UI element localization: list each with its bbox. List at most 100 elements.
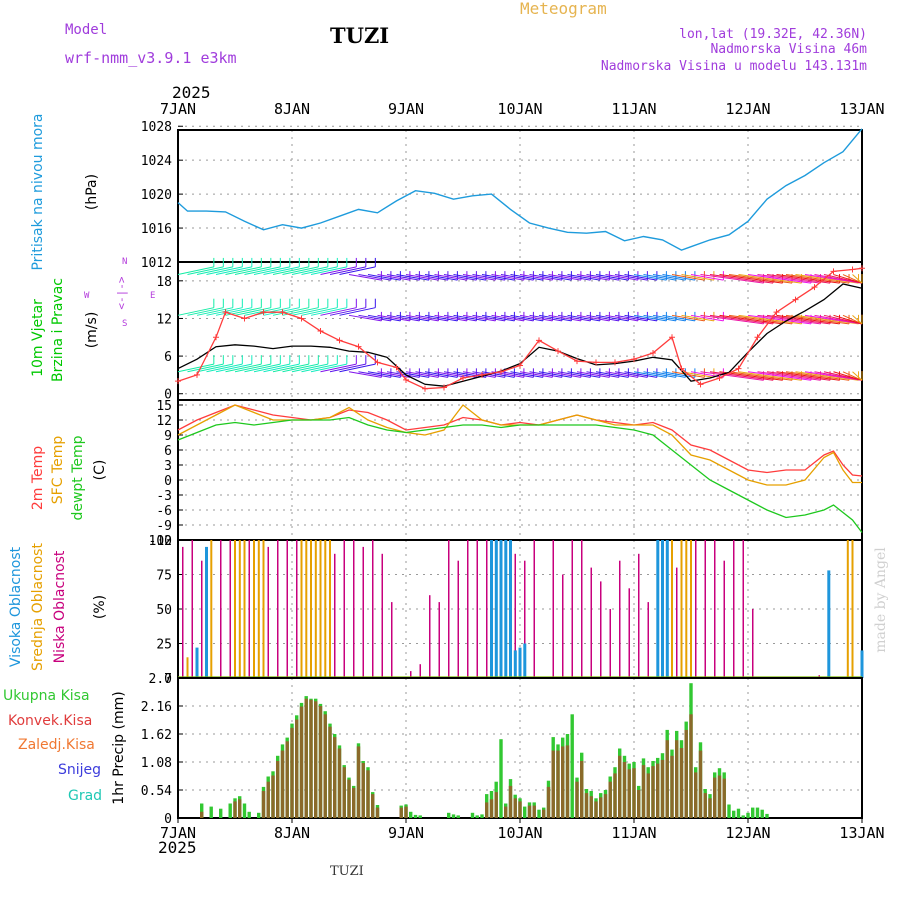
wind-barb: [529, 274, 562, 281]
wind-barb: [206, 363, 243, 373]
wind-barb: [586, 371, 619, 378]
wind-barb: [852, 371, 863, 381]
cloud-bar: [600, 581, 602, 678]
cloud-bar: [248, 540, 250, 678]
cloud-bar: [372, 540, 374, 678]
cloud-bar: [210, 540, 213, 678]
cloud-bar: [353, 540, 355, 678]
precip-bar: [698, 750, 703, 818]
year-label-top: 2025: [172, 83, 211, 102]
temperature-ytick-label: 6: [164, 444, 172, 459]
model-label: Model: [65, 22, 107, 38]
precip-bar: [627, 769, 631, 818]
top-day-label: 8JAN: [274, 100, 310, 118]
wind-barb: [576, 371, 610, 378]
precip-bar: [717, 775, 722, 818]
wind-barb: [272, 307, 309, 316]
wind-barb: [424, 371, 458, 378]
wind-barb: [681, 274, 714, 281]
cloud-title-mid: Srednja Oblacnost: [30, 543, 46, 671]
wind-ytick-label: 18: [156, 275, 172, 290]
cloud-panel: 0 25 50 75 100: [149, 534, 864, 687]
wind-barb: [234, 266, 271, 276]
gust-marker: [479, 371, 485, 378]
precip-bar: [732, 810, 736, 818]
precip-bar: [618, 755, 622, 818]
wind-barb: [586, 314, 619, 322]
wind-barb: [244, 307, 281, 316]
cloud-bar: [243, 540, 246, 678]
cloud-bar: [324, 540, 327, 678]
wind-barb: [842, 371, 863, 381]
temp-title-dew: dewpt Temp: [70, 435, 86, 520]
cloud-bar: [229, 540, 231, 678]
temp-unit: (C): [92, 460, 108, 481]
wind-barb: [709, 371, 774, 381]
precip-bar: [727, 804, 731, 818]
cloud-bar: [310, 540, 312, 678]
wind-ytick-label: 6: [164, 350, 172, 365]
wind-barb: [766, 314, 831, 325]
cloud-bar: [314, 540, 317, 678]
wind-barb: [405, 314, 439, 322]
precip-bar: [504, 806, 508, 818]
precip-bar: [219, 808, 223, 818]
panels: 10121016102010241028061218-12-9-6-303691…: [141, 100, 885, 842]
gust-marker: [317, 328, 324, 334]
precip-bar: [584, 793, 589, 818]
wind-barb: [624, 274, 657, 281]
wind-barb: [519, 314, 553, 322]
precip-bar: [418, 815, 422, 818]
wind-barb: [481, 314, 515, 322]
gust-marker: [669, 334, 675, 341]
temperature-ytick-label: 3: [164, 459, 172, 474]
cloud-bar: [581, 540, 583, 678]
precip-bar: [580, 761, 584, 818]
wind-barb: [234, 363, 271, 373]
wind-barb: [177, 363, 214, 373]
cloud-bar: [518, 647, 522, 678]
wind-barb: [576, 274, 610, 281]
cloud-bar: [262, 540, 265, 678]
compass-west: W: [84, 291, 90, 301]
wind-barb: [443, 274, 477, 281]
wind-barb: [415, 371, 448, 378]
wind-barb: [662, 371, 695, 378]
gust-marker: [213, 334, 219, 341]
cloud-bar: [391, 602, 393, 678]
wind-barb: [187, 266, 224, 276]
gust-marker: [849, 266, 856, 273]
wind-barb: [624, 314, 657, 322]
cloud-bar: [619, 560, 621, 678]
wind-barb: [500, 371, 534, 378]
cloud-bar: [319, 540, 322, 678]
temperature-ytick-label: -6: [156, 504, 172, 519]
precip-ytick-label: 0.54: [141, 784, 172, 799]
cloud-bar: [704, 540, 706, 678]
temp-title-2m: 2m Temp: [30, 446, 46, 510]
precip-bar: [537, 809, 541, 818]
cloud-bar: [680, 540, 683, 678]
cloud-bar: [638, 553, 640, 678]
wind-barb: [301, 307, 338, 316]
precip-bar: [736, 808, 741, 818]
cloud-bar: [305, 540, 308, 678]
footer-station: TUZI: [330, 864, 364, 879]
temperature-ytick-label: -3: [156, 489, 172, 504]
wind-barb: [548, 314, 581, 322]
precip-bar: [318, 706, 323, 818]
wind-barb: [396, 314, 429, 322]
precip-bar: [494, 792, 498, 818]
wind-barb: [548, 371, 581, 378]
wind-barb: [263, 363, 300, 373]
wind-barb: [453, 314, 486, 322]
wind-barb: [538, 314, 572, 322]
precip-bar: [651, 766, 655, 818]
wind-compass: <-|-> N S W E: [84, 257, 155, 329]
wind-barb: [633, 314, 667, 322]
precip-bar: [356, 746, 361, 818]
wind-barb: [377, 314, 410, 322]
wind-barb: [301, 363, 338, 373]
wind-barb: [244, 363, 281, 373]
wind-barb: [367, 274, 401, 281]
